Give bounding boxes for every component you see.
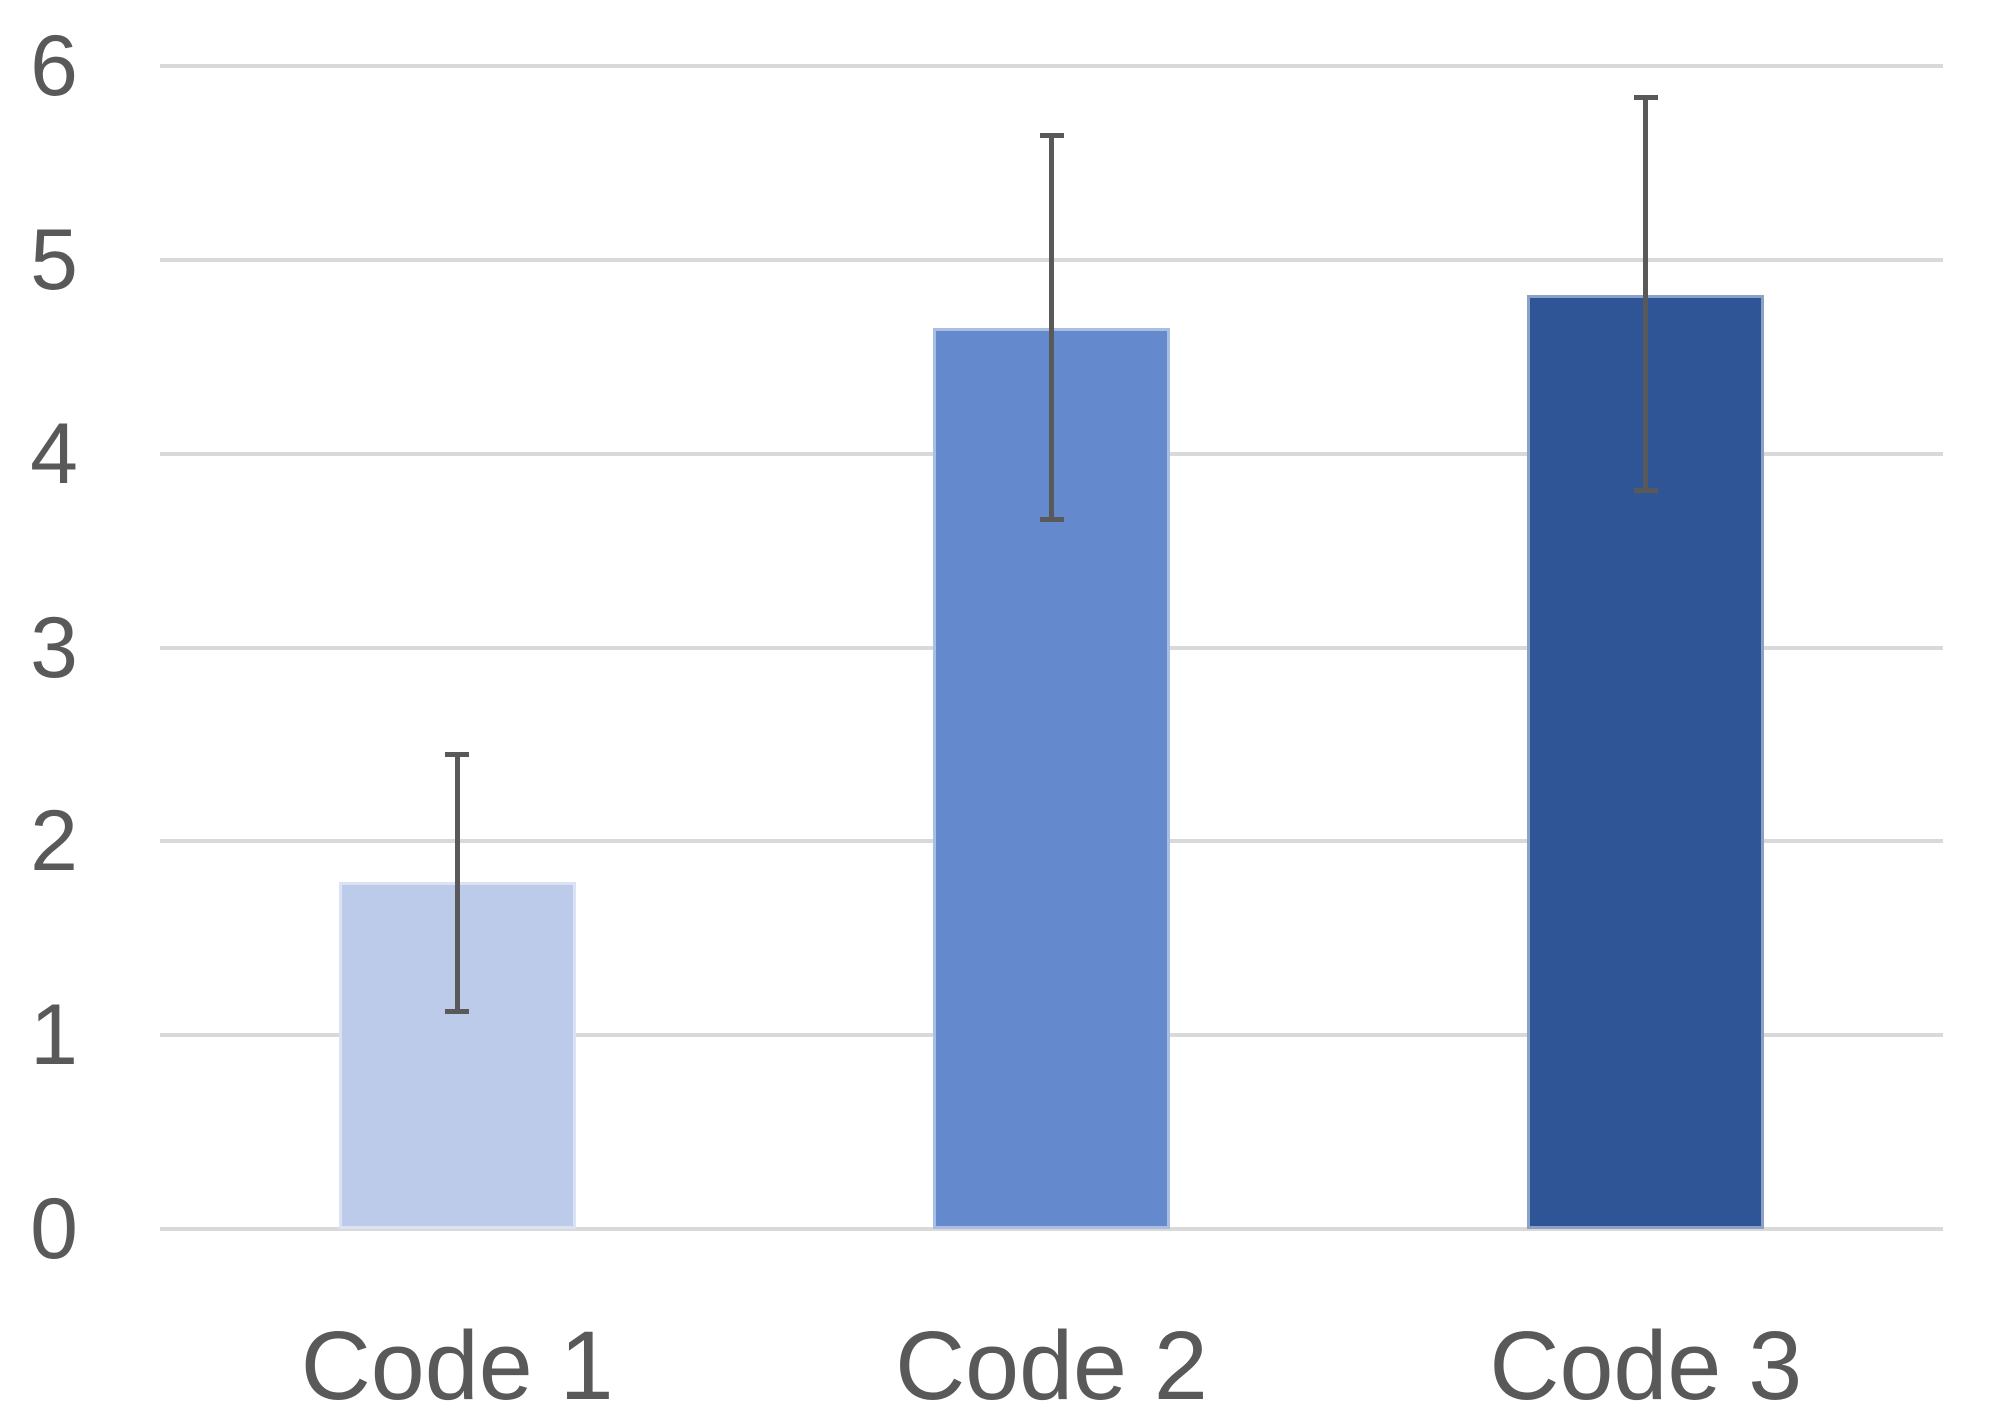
error-bar-cap-top [1633, 94, 1658, 100]
y-axis-tick-label: 2 [30, 793, 78, 890]
x-axis-category-label: Code 2 [895, 1311, 1208, 1420]
error-bar-line [1049, 135, 1054, 520]
gridline-y-0 [160, 1227, 1943, 1231]
y-axis-tick-label: 5 [30, 211, 78, 308]
y-axis-tick-label: 4 [30, 405, 78, 502]
error-bar-cap-bottom [445, 1009, 470, 1015]
error-bar-cap-top [1039, 133, 1064, 139]
error-bar-cap-top [445, 751, 470, 757]
error-bar-line [454, 754, 460, 1012]
y-axis-tick-label: 6 [30, 18, 78, 114]
y-axis-tick-label: 0 [30, 1181, 78, 1277]
bar-code-2 [933, 327, 1170, 1229]
error-bar-cap-bottom [1633, 487, 1658, 493]
x-axis-category-label: Code 3 [1489, 1311, 1803, 1420]
y-axis-tick-label: 1 [30, 987, 78, 1084]
error-bar-line [1643, 97, 1649, 491]
gridline-y-6 [160, 64, 1943, 68]
x-axis-category-label: Code 1 [300, 1311, 614, 1420]
error-bar-cap-bottom [1039, 517, 1064, 523]
y-axis-tick-label: 3 [30, 599, 78, 696]
